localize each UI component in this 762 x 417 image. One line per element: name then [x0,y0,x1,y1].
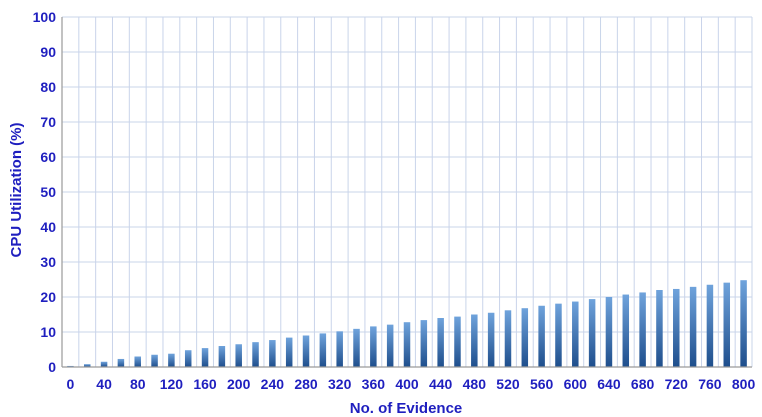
bar [201,348,209,367]
x-tick-label: 400 [395,376,419,392]
bar [100,361,108,367]
bar [336,331,343,367]
x-tick-label: 760 [698,376,722,392]
bar [386,324,394,367]
x-axis-title: No. of Evidence [350,400,463,417]
bar [218,346,226,367]
x-tick-label: 800 [732,376,756,392]
y-tick-label: 70 [40,114,56,130]
x-tick-label: 320 [328,376,352,392]
bar [134,356,141,367]
bar [673,288,680,367]
x-tick-label: 0 [67,376,75,392]
bar [454,316,461,367]
y-tick-label: 90 [40,44,56,60]
x-tick-label: 680 [631,376,655,392]
bar [285,337,293,367]
bar [353,328,360,367]
y-tick-label: 10 [40,324,56,340]
bar [521,308,529,367]
bar [706,284,714,367]
bar [168,353,175,367]
bar [471,314,478,367]
y-tick-label: 0 [48,359,56,375]
x-tick-label: 120 [160,376,184,392]
y-tick-label: 20 [40,289,56,305]
bar [588,299,596,367]
bar [83,364,91,367]
bar [555,303,562,367]
x-tick-labels: 0 40 80 120 160 200 240 280 320 360 400 440 480 520 56… [67,376,756,392]
x-tick-label: 560 [530,376,554,392]
y-tick-label: 50 [40,184,56,200]
bar [235,344,242,367]
y-tick-label: 100 [33,9,57,25]
x-tick-label: 40 [96,376,112,392]
y-tick-label: 80 [40,79,56,95]
bar [252,342,259,367]
grid-lines [61,16,753,368]
bar [302,335,310,367]
bar [487,312,495,367]
bar [117,358,125,367]
x-tick-label: 360 [362,376,386,392]
bar [740,280,747,367]
x-tick-label: 720 [665,376,689,392]
x-tick-label: 640 [597,376,621,392]
bar [689,286,697,367]
bar [656,290,663,367]
bar [572,301,579,367]
bar [420,320,428,367]
bar [538,305,545,367]
bar [403,322,411,367]
axes [61,17,752,368]
bar [437,318,444,367]
bar [151,354,158,367]
x-tick-label: 520 [496,376,520,392]
x-tick-label: 200 [227,376,251,392]
bar [723,282,731,367]
bars [67,280,747,367]
y-tick-label: 40 [40,219,56,235]
x-tick-label: 280 [294,376,318,392]
x-tick-label: 600 [564,376,588,392]
y-tick-label: 60 [40,149,56,165]
x-tick-label: 160 [193,376,217,392]
bar [319,333,327,367]
y-tick-label: 30 [40,254,56,270]
bar [269,340,276,367]
y-axis-title: CPU Utilization (%) [8,123,25,258]
x-tick-label: 240 [261,376,285,392]
x-tick-label: 480 [463,376,487,392]
bar [370,326,377,367]
bar [605,297,613,367]
bar [184,350,192,367]
x-tick-label: 440 [429,376,453,392]
bar [639,292,646,367]
y-tick-labels: 0 10 20 30 40 50 60 70 80 90 100 [33,9,57,375]
bar [504,310,512,367]
bar [622,294,630,367]
x-tick-label: 80 [130,376,146,392]
